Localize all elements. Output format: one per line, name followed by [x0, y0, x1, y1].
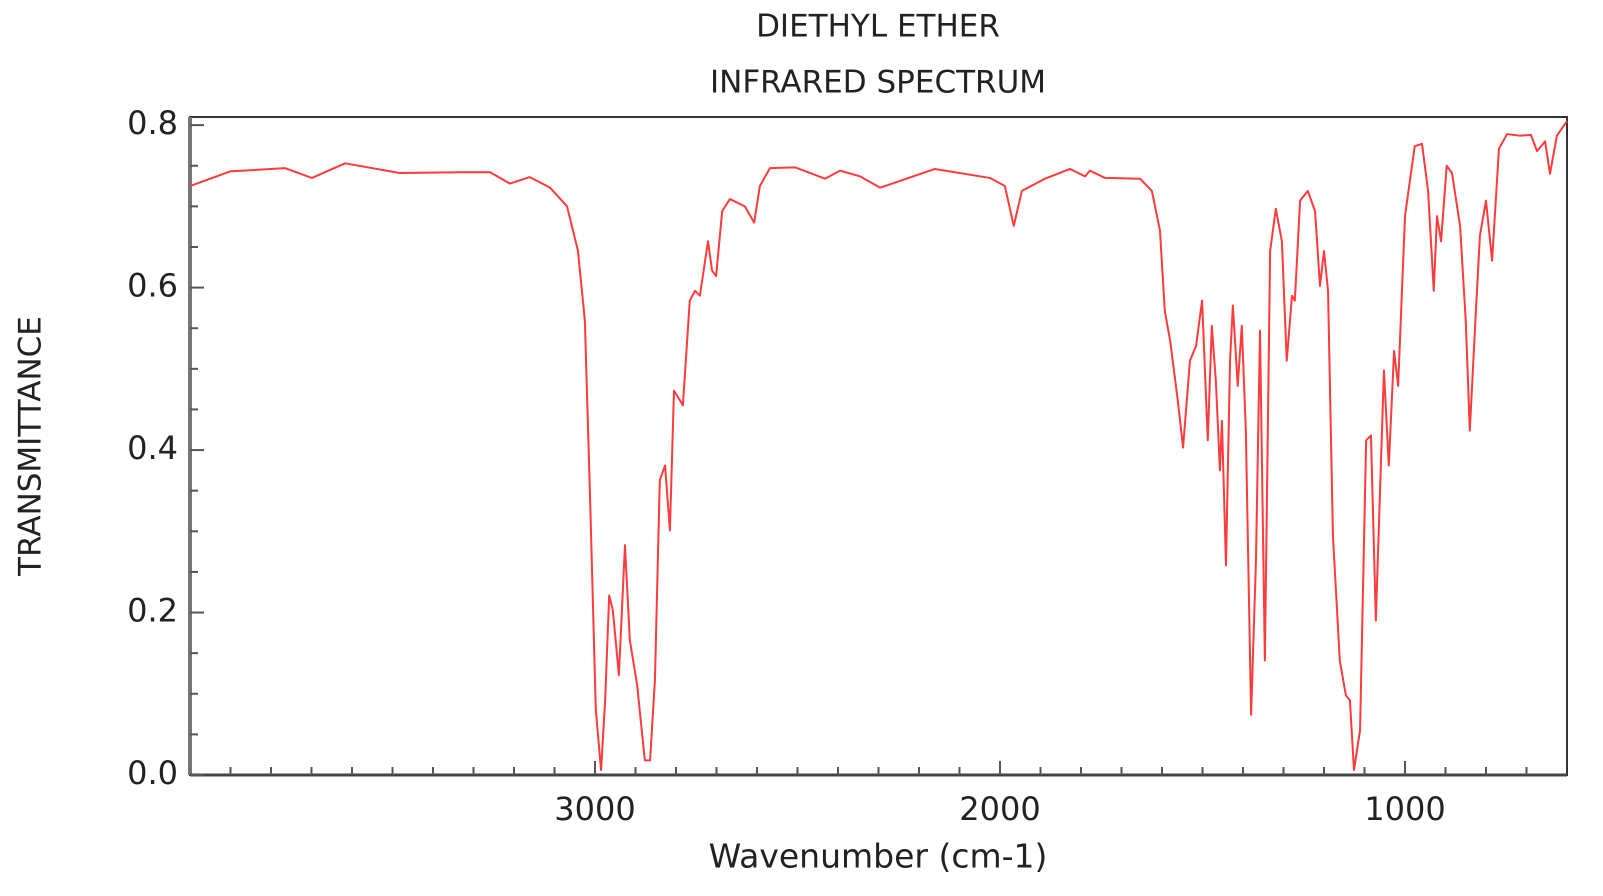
- y-tick-label: 0.4: [127, 429, 178, 467]
- y-axis-label: TRANSMITTANCE: [13, 316, 49, 577]
- y-tick-label: 0.8: [127, 104, 178, 142]
- y-tick-label: 0.6: [127, 267, 178, 305]
- x-tick-label: 1000: [1364, 790, 1445, 828]
- x-axis-label: Wavenumber (cm-1): [709, 837, 1048, 876]
- x-tick-label: 3000: [554, 790, 635, 828]
- y-tick-label: 0.2: [127, 592, 178, 630]
- spectrum-line: [189, 120, 1568, 772]
- y-tick-label: 0.0: [127, 754, 178, 792]
- chart-title: DIETHYL ETHER: [756, 9, 1000, 45]
- chart-subtitle: INFRARED SPECTRUM: [710, 65, 1046, 101]
- x-tick-label: 2000: [959, 790, 1040, 828]
